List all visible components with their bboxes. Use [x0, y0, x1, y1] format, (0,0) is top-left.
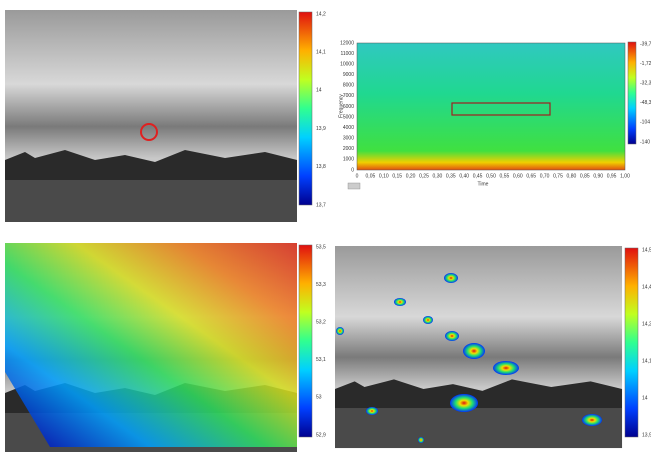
y-axis-label: Frequency — [338, 94, 344, 118]
x-tick-label: 0 — [356, 173, 359, 179]
panel-2: Frequency Time — [338, 41, 637, 190]
colorbar-label: -140 — [640, 139, 650, 145]
source-marker — [140, 123, 158, 141]
y-tick-label: 1000 — [343, 157, 354, 163]
panel-1 — [5, 10, 313, 222]
x-axis-label: Time — [478, 181, 489, 187]
colorbar-label: 14 — [316, 88, 322, 94]
toolbar[interactable] — [347, 182, 361, 190]
photo — [5, 10, 297, 222]
colorbar-label: -1,72 — [640, 61, 651, 67]
colorbar-label: -32,3 — [640, 81, 651, 87]
panel-4 — [335, 246, 639, 449]
colorbar — [298, 11, 313, 206]
x-tick-label: 0,20 — [406, 173, 416, 179]
colorbar-label: 53,2 — [316, 320, 326, 326]
x-tick-label: 0,15 — [392, 173, 402, 179]
colorbar-label: 14,5 — [642, 247, 651, 253]
colorbar-label: 13,8 — [316, 164, 326, 170]
x-tick-label: 0,75 — [553, 173, 563, 179]
x-tick-label: 0,55 — [500, 173, 510, 179]
y-tick-label: 9000 — [343, 72, 354, 78]
y-tick-label: 7000 — [343, 93, 354, 99]
panel-3 — [5, 243, 313, 452]
colorbar-label: 14 — [642, 395, 648, 401]
y-tick-label: 2000 — [343, 146, 354, 152]
y-tick-label: 10000 — [340, 61, 354, 67]
y-tick-label: 11000 — [340, 51, 354, 57]
y-tick-label: 6000 — [343, 104, 354, 110]
x-tick-label: 0,65 — [526, 173, 536, 179]
colorbar-label: -39,7 — [640, 41, 651, 47]
colorbar-label: 53,3 — [316, 282, 326, 288]
x-tick-label: 0,35 — [446, 173, 456, 179]
y-tick-label: 8000 — [343, 83, 354, 89]
colorbar — [624, 247, 639, 438]
x-tick-label: 0,85 — [580, 173, 590, 179]
y-tick-label: 4000 — [343, 125, 354, 131]
y-tick-label: 12000 — [340, 40, 354, 46]
x-tick-label: 0,05 — [366, 173, 376, 179]
x-tick-label: 0,10 — [379, 173, 389, 179]
colorbar-label: 53,5 — [316, 244, 326, 250]
x-tick-label: 0,70 — [540, 173, 550, 179]
x-tick-label: 1,00 — [620, 173, 630, 179]
colorbar-label: 14,2 — [316, 11, 326, 17]
x-tick-label: 0,25 — [419, 173, 429, 179]
hotspots — [336, 273, 602, 443]
x-tick-label: 0,45 — [473, 173, 483, 179]
colorbar-label: 14,2 — [642, 321, 651, 327]
colorbar-label: 14,1 — [316, 50, 326, 56]
colorbar-label: 13,9 — [316, 126, 326, 132]
colorbar-label: 52,9 — [316, 432, 326, 438]
colorbar-label: 13,9 — [642, 432, 651, 438]
colorbar — [298, 244, 313, 438]
x-tick-label: 0,50 — [486, 173, 496, 179]
selection — [451, 102, 551, 116]
x-tick-label: 0,60 — [513, 173, 523, 179]
x-tick-label: 0,95 — [607, 173, 617, 179]
x-tick-label: 0,40 — [459, 173, 469, 179]
colorbar — [627, 41, 637, 145]
colorbar-label: 53,1 — [316, 357, 326, 363]
colorbar-label: 14,4 — [642, 284, 651, 290]
y-tick-label: 0 — [351, 167, 354, 173]
colorbar-label: 14,1 — [642, 358, 651, 364]
colorbar-label: 13,7 — [316, 202, 326, 208]
colorbar-label: 53 — [316, 395, 322, 401]
spectrogram — [356, 42, 626, 171]
heatmap — [5, 243, 297, 447]
x-tick-label: 0,30 — [433, 173, 443, 179]
x-tick-label: 0,80 — [567, 173, 577, 179]
colorbar-label: -104 — [640, 120, 650, 126]
x-tick-label: 0,90 — [593, 173, 603, 179]
y-tick-label: 3000 — [343, 136, 354, 142]
colorbar-label: -48,3 — [640, 100, 651, 106]
y-tick-label: 5000 — [343, 114, 354, 120]
